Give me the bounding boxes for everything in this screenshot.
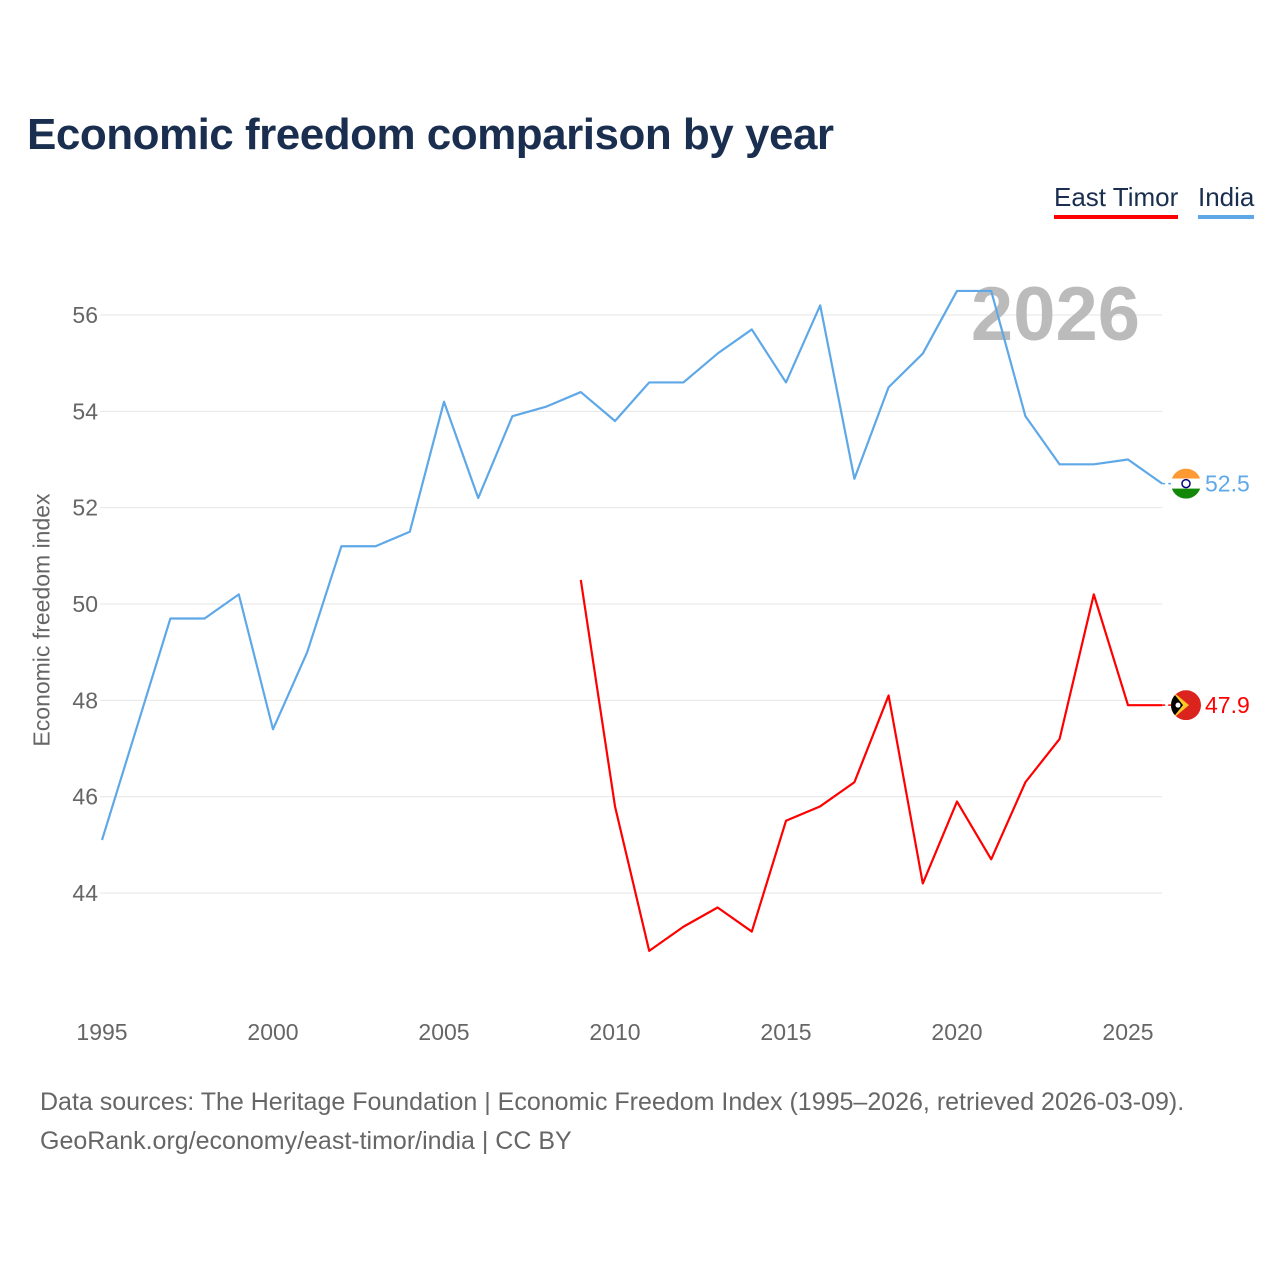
end-value-label: 52.5	[1205, 471, 1250, 497]
series-line-india	[100, 289, 1163, 841]
india-flag-icon	[1171, 468, 1201, 499]
y-tick-label: 56	[72, 302, 98, 328]
y-tick-label: 44	[72, 880, 98, 906]
end-value-label: 47.9	[1205, 692, 1250, 718]
flag-white	[1171, 478, 1201, 489]
india-flag-body	[1171, 468, 1201, 499]
flag-star	[1175, 702, 1181, 708]
legend-east-timor[interactable]: East Timor	[1054, 182, 1179, 219]
y-tick-label: 52	[72, 495, 98, 521]
chart-title: Economic freedom comparison by year	[27, 110, 834, 159]
y-tick-label: 48	[72, 687, 98, 713]
x-tick-label: 2025	[1102, 1019, 1153, 1045]
east-timor-flag-body	[1171, 690, 1201, 721]
x-tick-label: 2000	[247, 1019, 298, 1045]
x-tick-label: 2015	[760, 1019, 811, 1045]
y-tick-label: 50	[72, 591, 98, 617]
flag-saffron	[1171, 468, 1201, 479]
x-tick-label: 2010	[589, 1019, 640, 1045]
footer-sources: Data sources: The Heritage Foundation | …	[40, 1088, 1185, 1116]
year-watermark: 2026	[971, 272, 1140, 357]
x-tick-label: 2005	[418, 1019, 469, 1045]
y-tick-label: 54	[72, 398, 98, 424]
flag-chakra	[1181, 478, 1191, 489]
legend-india[interactable]: India	[1198, 182, 1255, 219]
x-tick-label: 1995	[76, 1019, 127, 1045]
flag-green	[1171, 488, 1201, 499]
footer-credit: GeoRank.org/economy/east-timor/india | C…	[40, 1127, 572, 1155]
y-tick-label: 46	[72, 784, 98, 810]
x-tick-label: 2020	[931, 1019, 982, 1045]
east-timor-flag-icon	[1171, 690, 1201, 721]
series-line-east-timor	[579, 579, 1163, 952]
